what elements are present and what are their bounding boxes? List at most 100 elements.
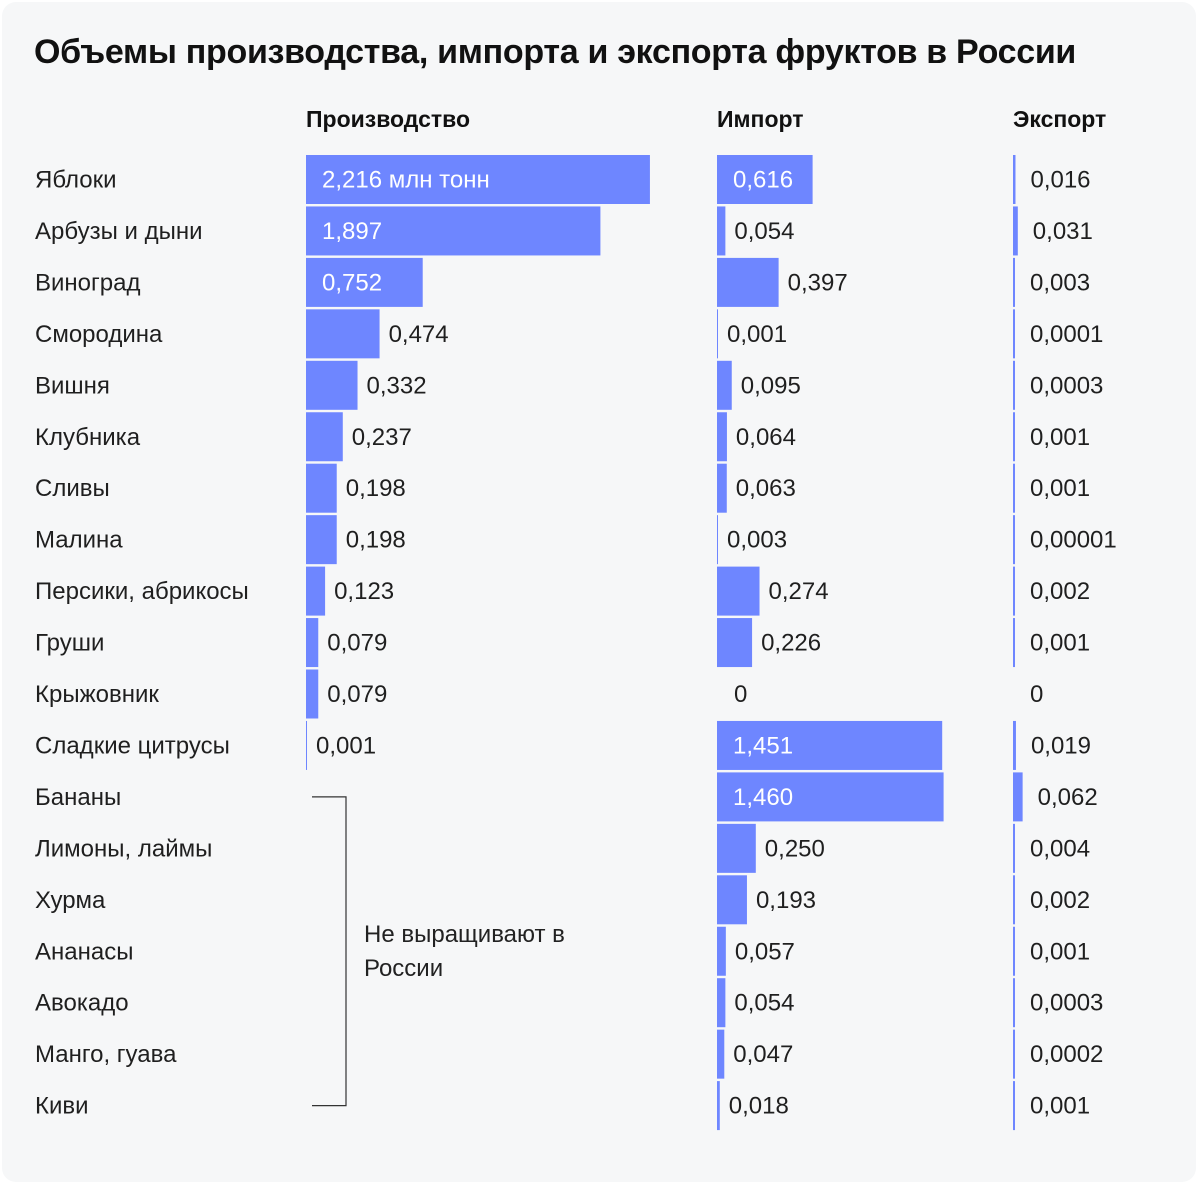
export-bar-бананы <box>1013 772 1023 822</box>
category-label-ананасы: Ананасы <box>35 938 133 965</box>
column-header-production: Производство <box>306 106 471 132</box>
export-bar-груши <box>1013 618 1015 668</box>
import-bar-авокадо <box>717 978 726 1028</box>
production-bar-клубника <box>306 412 343 462</box>
production-value-label-крыжовник: 0,079 <box>327 681 387 708</box>
production-value-label-вишня: 0,332 <box>367 372 427 399</box>
export-bar-ананасы <box>1013 926 1015 976</box>
chart-title: Объемы производства, импорта и экспорта … <box>34 33 1077 71</box>
production-bar-смородина <box>306 309 380 359</box>
category-label-авокадо: Авокадо <box>35 990 129 1017</box>
export-value-label-персики-абрикосы: 0,002 <box>1030 578 1090 605</box>
not-grown-bracket <box>312 796 347 1107</box>
category-label-клубника: Клубника <box>35 424 141 451</box>
import-bar-сливы <box>717 463 727 513</box>
import-bar-малина <box>717 515 718 565</box>
import-value-label-сливы: 0,063 <box>736 475 796 502</box>
export-value-label-груши: 0,001 <box>1030 630 1090 657</box>
export-bar-смородина <box>1013 309 1015 359</box>
production-bar-сладкие-цитрусы <box>306 720 307 770</box>
import-bar-бананы <box>717 772 944 822</box>
import-bar-манго-гуава <box>717 1029 725 1079</box>
production-bar-крыжовник <box>306 669 319 719</box>
import-bar-сладкие-цитрусы <box>717 720 943 770</box>
import-value-label-малина: 0,003 <box>727 527 787 554</box>
import-bar-клубника <box>717 412 727 462</box>
production-bar-груши <box>306 618 319 668</box>
category-label-смородина: Смородина <box>35 321 163 348</box>
import-bar-вишня <box>717 360 732 410</box>
export-bar-яблоки <box>1013 155 1016 204</box>
export-value-label-хурма: 0,002 <box>1030 887 1090 914</box>
export-bar-лимоны-лаймы <box>1013 823 1015 873</box>
import-value-label-клубника: 0,064 <box>736 424 796 451</box>
category-label-арбузы-и-дыни: Арбузы и дыни <box>35 218 202 245</box>
export-value-label-сладкие-цитрусы: 0,019 <box>1031 732 1091 759</box>
production-value-label-малина: 0,198 <box>346 527 406 554</box>
column-header-export: Экспорт <box>1013 106 1107 132</box>
import-value-label-арбузы-и-дыни: 0,054 <box>734 218 794 245</box>
production-value-label-смородина: 0,474 <box>389 321 449 348</box>
column-header-import: Импорт <box>717 106 804 132</box>
production-value-label-виноград: 0,752 <box>322 269 382 296</box>
export-bar-авокадо <box>1013 978 1015 1028</box>
category-label-яблоки: Яблоки <box>35 167 117 194</box>
export-value-label-манго-гуава: 0,0002 <box>1030 1041 1103 1068</box>
import-value-label-авокадо: 0,054 <box>734 990 794 1017</box>
category-label-крыжовник: Крыжовник <box>35 681 159 708</box>
production-bar-персики-абрикосы <box>306 566 326 616</box>
export-value-label-яблоки: 0,016 <box>1030 167 1090 194</box>
import-bar-ананасы <box>717 926 726 976</box>
export-value-label-ананасы: 0,001 <box>1030 938 1090 965</box>
import-bar-смородина <box>717 309 718 359</box>
production-bar-малина <box>306 515 337 565</box>
import-value-label-вишня: 0,095 <box>741 372 801 399</box>
export-bar-сладкие-цитрусы <box>1013 720 1016 770</box>
export-value-label-арбузы-и-дыни: 0,031 <box>1033 218 1093 245</box>
production-bar-сливы <box>306 463 337 513</box>
production-value-label-яблоки: 2,216 млн тонн <box>322 167 490 194</box>
export-bar-манго-гуава <box>1013 1029 1015 1079</box>
export-bar-арбузы-и-дыни <box>1013 206 1018 256</box>
import-value-label-бананы: 1,460 <box>733 784 793 811</box>
import-value-label-яблоки: 0,616 <box>733 167 793 194</box>
import-value-label-хурма: 0,193 <box>756 887 816 914</box>
export-value-label-лимоны-лаймы: 0,004 <box>1030 835 1090 862</box>
production-value-label-груши: 0,079 <box>327 630 387 657</box>
import-value-label-лимоны-лаймы: 0,250 <box>765 835 825 862</box>
export-value-label-смородина: 0,0001 <box>1030 321 1103 348</box>
category-label-вишня: Вишня <box>35 372 110 399</box>
import-bar-лимоны-лаймы <box>717 823 756 873</box>
production-bar-яблоки <box>306 155 650 204</box>
export-value-label-сливы: 0,001 <box>1030 475 1090 502</box>
import-bar-виноград <box>717 257 779 307</box>
import-value-label-персики-абрикосы: 0,274 <box>769 578 829 605</box>
category-label-манго-гуава: Манго, гуава <box>35 1041 177 1068</box>
export-bar-малина <box>1013 515 1015 565</box>
category-label-персики-абрикосы: Персики, абрикосы <box>35 578 249 605</box>
category-label-бананы: Бананы <box>35 784 121 811</box>
import-bar-киви <box>717 1081 720 1131</box>
export-value-label-виноград: 0,003 <box>1030 269 1090 296</box>
export-bar-вишня <box>1013 360 1015 410</box>
import-value-label-груши: 0,226 <box>761 630 821 657</box>
export-value-label-авокадо: 0,0003 <box>1030 990 1103 1017</box>
export-value-label-крыжовник: 0 <box>1030 681 1043 708</box>
production-bar-арбузы-и-дыни <box>306 206 601 256</box>
import-value-label-ананасы: 0,057 <box>735 938 795 965</box>
import-bar-груши <box>717 618 753 668</box>
production-value-label-персики-абрикосы: 0,123 <box>334 578 394 605</box>
export-bar-киви <box>1013 1081 1015 1131</box>
category-label-хурма: Хурма <box>35 887 106 914</box>
category-label-виноград: Виноград <box>35 269 140 296</box>
not-grown-note: Не выращивают в России <box>364 921 565 982</box>
export-value-label-клубника: 0,001 <box>1030 424 1090 451</box>
export-bar-хурма <box>1013 875 1015 925</box>
production-value-label-арбузы-и-дыни: 1,897 <box>322 218 382 245</box>
import-value-label-крыжовник: 0 <box>734 681 747 708</box>
export-value-label-киви: 0,001 <box>1030 1093 1090 1120</box>
import-bar-арбузы-и-дыни <box>717 206 726 256</box>
production-value-label-сливы: 0,198 <box>346 475 406 502</box>
import-value-label-смородина: 0,001 <box>727 321 787 348</box>
